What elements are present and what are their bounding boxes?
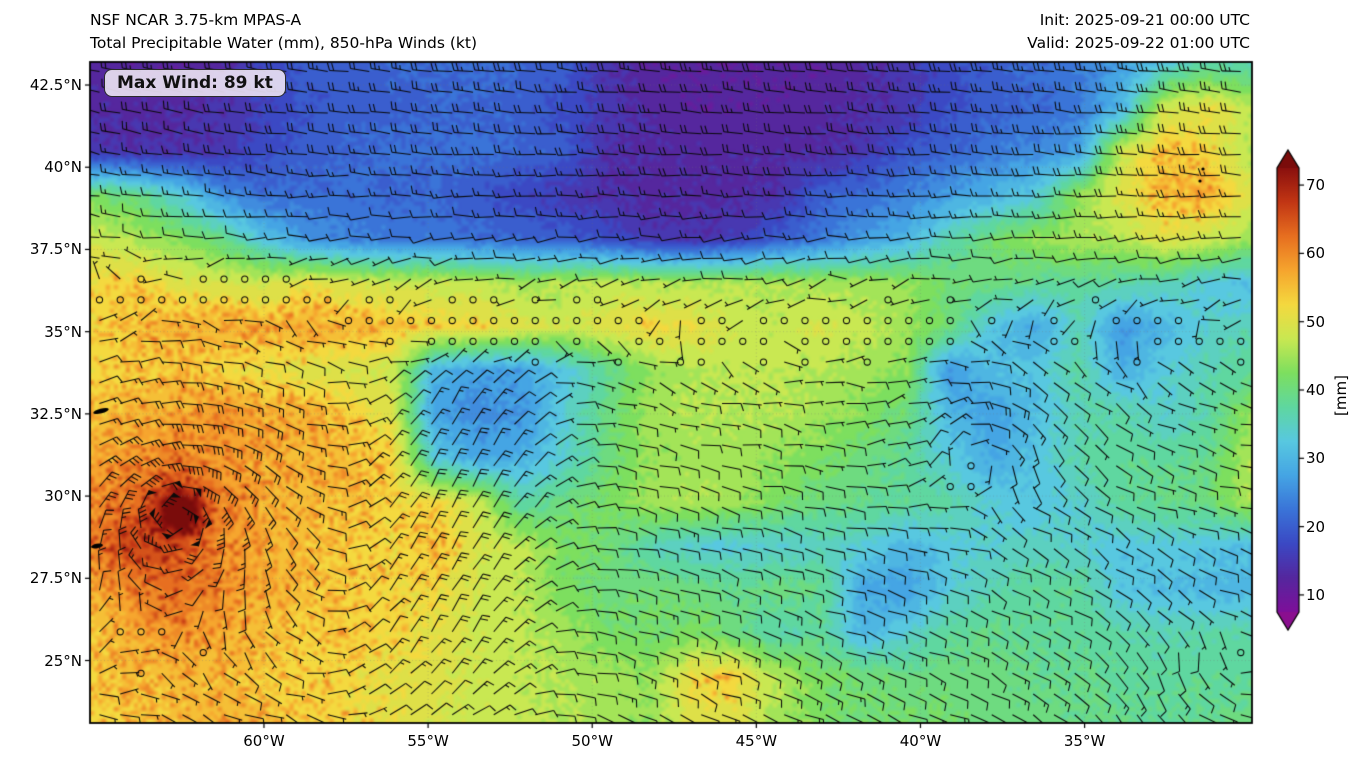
lon-tick-label-5: 35°W	[1063, 732, 1106, 750]
lat-tick-label-5: 30°N	[44, 487, 82, 506]
lat-tick-label-1: 40°N	[44, 158, 82, 177]
colorbar-tick-label-3: 40	[1306, 381, 1326, 399]
lon-tick-label-4: 40°W	[899, 732, 942, 750]
colorbar-tick-label-0: 10	[1306, 585, 1326, 604]
lat-tick-label-6: 27.5°N	[29, 569, 82, 588]
max-wind-annotation: Max Wind: 89 kt	[104, 69, 286, 97]
lat-tick-label-7: 25°N	[44, 651, 82, 670]
lon-tick-label-1: 55°W	[407, 732, 449, 750]
init-time-label: Init: 2025-09-21 00:00 UTC	[1039, 11, 1250, 29]
lat-tick-label-4: 32.5°N	[29, 404, 82, 423]
colorbar-tick-label-5: 60	[1306, 244, 1326, 263]
colorbar-tick-label-1: 20	[1306, 517, 1326, 536]
title-field: Total Precipitable Water (mm), 850-hPa W…	[90, 34, 478, 52]
lon-tick-label-0: 60°W	[243, 732, 285, 750]
colorbar-units-label: [mm]	[1332, 375, 1350, 417]
lat-tick-label-0: 42.5°N	[29, 76, 82, 95]
lat-tick-label-2: 37.5°N	[29, 240, 82, 259]
lon-tick-label-2: 50°W	[571, 732, 613, 750]
colorbar-tick-label-2: 30	[1306, 449, 1326, 468]
colorbar-tick-label-6: 70	[1306, 176, 1326, 195]
colorbar-tick-label-4: 50	[1306, 312, 1326, 331]
valid-time-label: Valid: 2025-09-22 01:00 UTC	[1027, 34, 1250, 52]
title-model: NSF NCAR 3.75-km MPAS-A	[90, 11, 302, 29]
lon-tick-label-3: 45°W	[735, 732, 778, 750]
lat-tick-label-3: 35°N	[44, 322, 82, 341]
